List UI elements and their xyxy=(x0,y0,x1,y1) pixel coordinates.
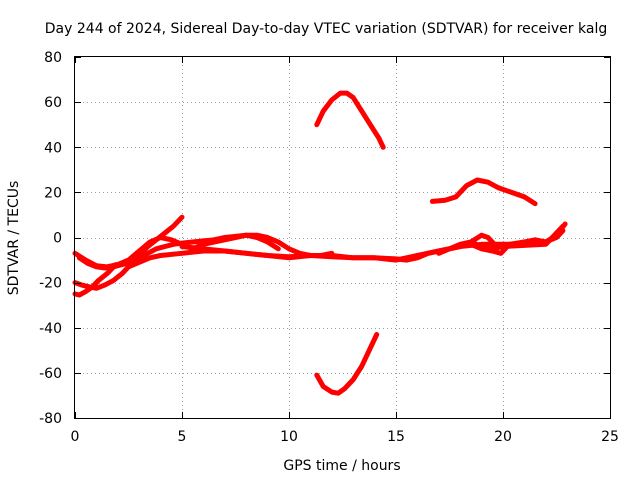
x-tick-label: 25 xyxy=(601,429,619,445)
series-line-arc-mid-bump xyxy=(200,232,335,258)
y-tick-label: 80 xyxy=(44,50,62,66)
series-line-arc-upper-peak xyxy=(314,90,386,150)
y-axis-label: SDTVAR / TECUs xyxy=(6,181,22,296)
series-layer xyxy=(72,90,568,396)
series-line-arc-late-2 xyxy=(468,237,549,256)
y-tick-label: -60 xyxy=(39,366,62,382)
series-line-arc-start-steep xyxy=(72,262,119,298)
x-tick-label: 20 xyxy=(494,429,512,445)
series-line-arc-early-alt xyxy=(76,236,228,271)
x-tick-label: 15 xyxy=(387,429,405,445)
y-tick-label: -20 xyxy=(39,276,62,292)
x-axis-label: GPS time / hours xyxy=(283,458,400,474)
chart-title: Day 244 of 2024, Sidereal Day-to-day VTE… xyxy=(45,21,607,37)
x-tick-label: 10 xyxy=(280,429,298,445)
series-line-arc-afternoon xyxy=(429,177,538,207)
series-line-arc-baseline-2 xyxy=(179,223,566,263)
tick-labels: 0 5 10 15 20 25 -80 -60 -40 -20 0 20 40 60 80 xyxy=(39,50,619,445)
y-tick-label: 0 xyxy=(53,231,62,247)
series-line-arc-lower-trough xyxy=(314,332,380,396)
plot-frame xyxy=(74,56,611,419)
x-tick-label: 5 xyxy=(178,429,187,445)
y-tick-label: -40 xyxy=(39,321,62,337)
y-tick-label: 20 xyxy=(44,185,62,201)
ticks xyxy=(75,57,611,419)
y-tick-label: -80 xyxy=(39,411,62,427)
grid xyxy=(75,57,610,418)
y-tick-label: 60 xyxy=(44,95,62,111)
x-tick-label: 0 xyxy=(71,429,80,445)
y-tick-label: 40 xyxy=(44,140,62,156)
